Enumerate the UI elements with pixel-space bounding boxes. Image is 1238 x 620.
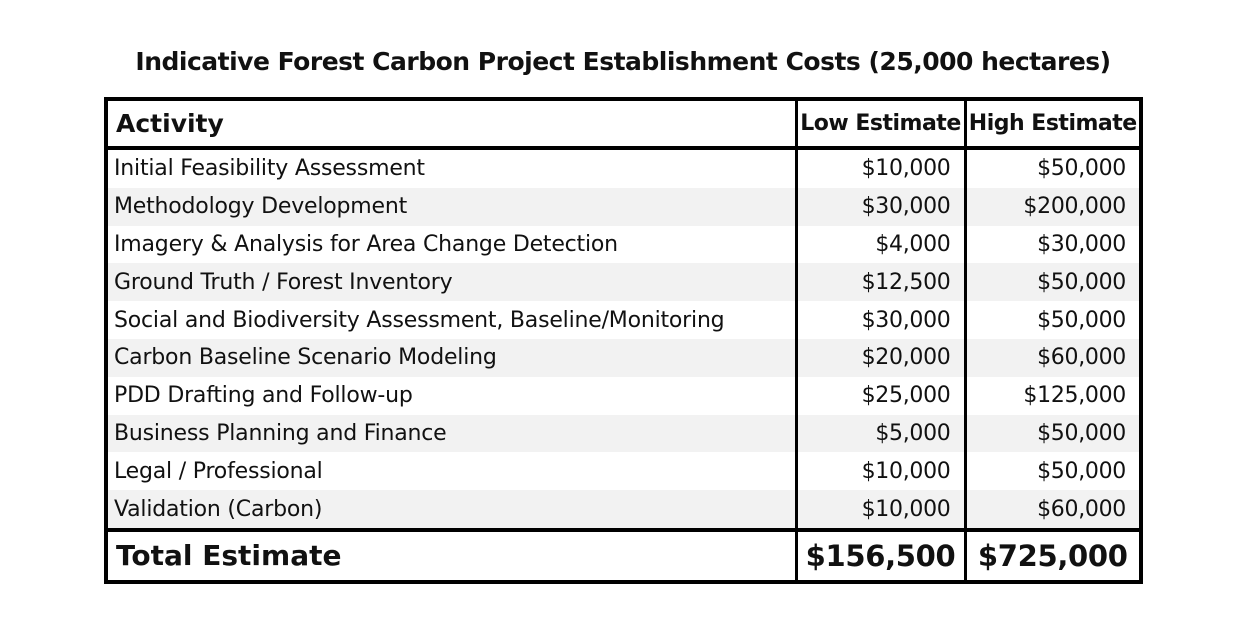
cost-table: Activity Low Estimate High Estimate Init…: [104, 97, 1143, 584]
table-row: Carbon Baseline Scenario Modeling $20,000…: [106, 338, 1141, 377]
high-estimate-cell: $50,000: [1037, 458, 1126, 484]
column-header-low-estimate: Low Estimate: [796, 99, 967, 150]
low-estimate-cell: $12,500: [796, 263, 967, 302]
activity-cell: Carbon Baseline Scenario Modeling: [106, 338, 798, 377]
high-estimate-cell: $50,000: [965, 414, 1141, 453]
low-estimate-cell: $4,000: [796, 225, 967, 264]
table-row: Social and Biodiversity Assessment, Base…: [106, 301, 1141, 339]
low-estimate-cell: $20,000: [796, 338, 967, 377]
high-estimate-cell: $50,000: [1037, 156, 1126, 182]
low-estimate-cell: $30,000: [796, 301, 967, 339]
table-title: Indicative Forest Carbon Project Establi…: [135, 47, 1111, 76]
table-row: Business Planning and Finance $5,000 $50,0…: [106, 414, 1141, 453]
total-label: Total Estimate: [106, 527, 798, 582]
column-header-activity: Activity: [106, 99, 798, 150]
activity-cell: Methodology Development: [106, 187, 798, 226]
activity-cell: PDD Drafting and Follow-up: [106, 376, 798, 415]
total-low-estimate: $156,500: [796, 527, 967, 582]
header-row: Activity Low Estimate High Estimate: [106, 99, 1141, 150]
low-estimate-cell: $25,000: [796, 376, 967, 415]
activity-cell: Business Planning and Finance: [106, 414, 798, 453]
low-estimate-cell: $10,000: [796, 452, 967, 491]
high-estimate-cell: $50,000: [1037, 307, 1126, 333]
low-estimate-cell: $5,000: [796, 414, 967, 453]
activity-cell: Ground Truth / Forest Inventory: [106, 263, 798, 302]
table-row: Initial Feasibility Assessment $10,000 $50…: [106, 148, 1141, 188]
high-estimate-cell: $60,000: [965, 338, 1141, 377]
low-estimate-cell: $10,000: [796, 148, 967, 188]
high-estimate-cell: $125,000: [1023, 383, 1126, 409]
low-estimate-cell: $10,000: [796, 490, 967, 530]
high-estimate-cell: $30,000: [1037, 231, 1126, 257]
total-high-estimate: $725,000: [965, 527, 1141, 582]
total-row: Total Estimate $156,500 $725,000: [106, 527, 1141, 582]
table-row: Legal / Professional $10,000 $50,000: [106, 452, 1141, 491]
high-estimate-cell: $60,000: [965, 490, 1141, 530]
table-body: Initial Feasibility Assessment $10,000 $50…: [106, 148, 1141, 530]
activity-cell: Legal / Professional: [106, 452, 798, 491]
table-row: Ground Truth / Forest Inventory $12,500 $5…: [106, 263, 1141, 302]
activity-cell: Initial Feasibility Assessment: [106, 148, 798, 188]
table-row: PDD Drafting and Follow-up $25,000 $125,00…: [106, 376, 1141, 415]
activity-cell: Validation (Carbon): [106, 490, 798, 530]
table-row: Validation (Carbon) $10,000 $60,000: [106, 490, 1141, 530]
activity-cell: Imagery & Analysis for Area Change Detec…: [106, 225, 798, 264]
low-estimate-cell: $30,000: [796, 187, 967, 226]
high-estimate-cell: $50,000: [965, 263, 1141, 302]
column-header-high-estimate: High Estimate: [965, 99, 1141, 150]
high-estimate-cell: $200,000: [965, 187, 1141, 226]
activity-cell: Social and Biodiversity Assessment, Base…: [106, 301, 798, 339]
table-row: Methodology Development $30,000 $200,000: [106, 187, 1141, 226]
table-row: Imagery & Analysis for Area Change Detec…: [106, 225, 1141, 264]
